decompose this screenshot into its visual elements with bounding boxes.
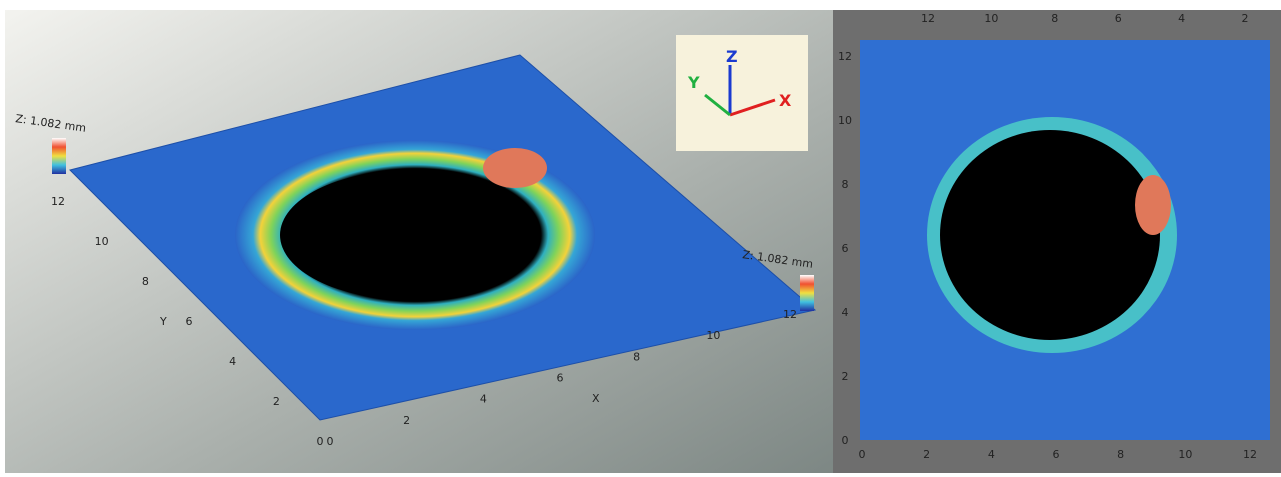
tick-label: 8 [142, 275, 149, 288]
tick-label: 12 [921, 12, 935, 25]
tick-label: 0 [317, 435, 324, 448]
tick-label: 0 [859, 448, 866, 461]
tick-label: 8 [1117, 448, 1124, 461]
tick-label: 12 [838, 50, 852, 63]
axis-name: Y [159, 315, 167, 328]
tick-label: 6 [842, 242, 849, 255]
tick-label: 12 [51, 195, 65, 208]
tick-label: 2 [1242, 12, 1249, 25]
gizmo-y: Y [687, 73, 700, 92]
tick-label: 12 [1243, 448, 1257, 461]
tick-label: 6 [1053, 448, 1060, 461]
color-scale [52, 138, 66, 174]
tick-label: 4 [229, 355, 236, 368]
tick-label: 0 [842, 434, 849, 447]
bump [1135, 175, 1171, 235]
tick-label: 6 [1115, 12, 1122, 25]
screenshot: Z: 1.082 mm Z: 1.082 mm Z X Y Y X 121086… [0, 0, 1281, 473]
tick-label: 8 [1051, 12, 1058, 25]
tick-label: 4 [988, 448, 995, 461]
tick-label: 2 [923, 448, 930, 461]
tick-label: 4 [480, 393, 487, 406]
tick-label: 10 [706, 329, 720, 342]
tick-label: 2 [842, 370, 849, 383]
tick-label: 4 [1178, 12, 1185, 25]
tick-label: 10 [838, 114, 852, 127]
tick-label: 8 [633, 350, 640, 363]
hole [940, 130, 1160, 340]
tick-label: 0 [327, 435, 334, 448]
tick-label: 2 [273, 395, 280, 408]
tick-label: 4 [842, 306, 849, 319]
tick-label: 12 [783, 308, 797, 321]
gizmo-z: Z [726, 47, 738, 66]
tick-label: 10 [95, 235, 109, 248]
tick-label: 8 [842, 178, 849, 191]
gizmo-x: X [779, 91, 792, 110]
bump [483, 148, 547, 188]
tick-label: 2 [403, 414, 410, 427]
hole [280, 170, 540, 300]
tick-label: 6 [557, 372, 564, 385]
axis-name: X [592, 392, 600, 405]
tick-label: 6 [186, 315, 193, 328]
tick-label: 10 [1178, 448, 1192, 461]
color-scale [800, 275, 814, 311]
tick-label: 10 [984, 12, 998, 25]
